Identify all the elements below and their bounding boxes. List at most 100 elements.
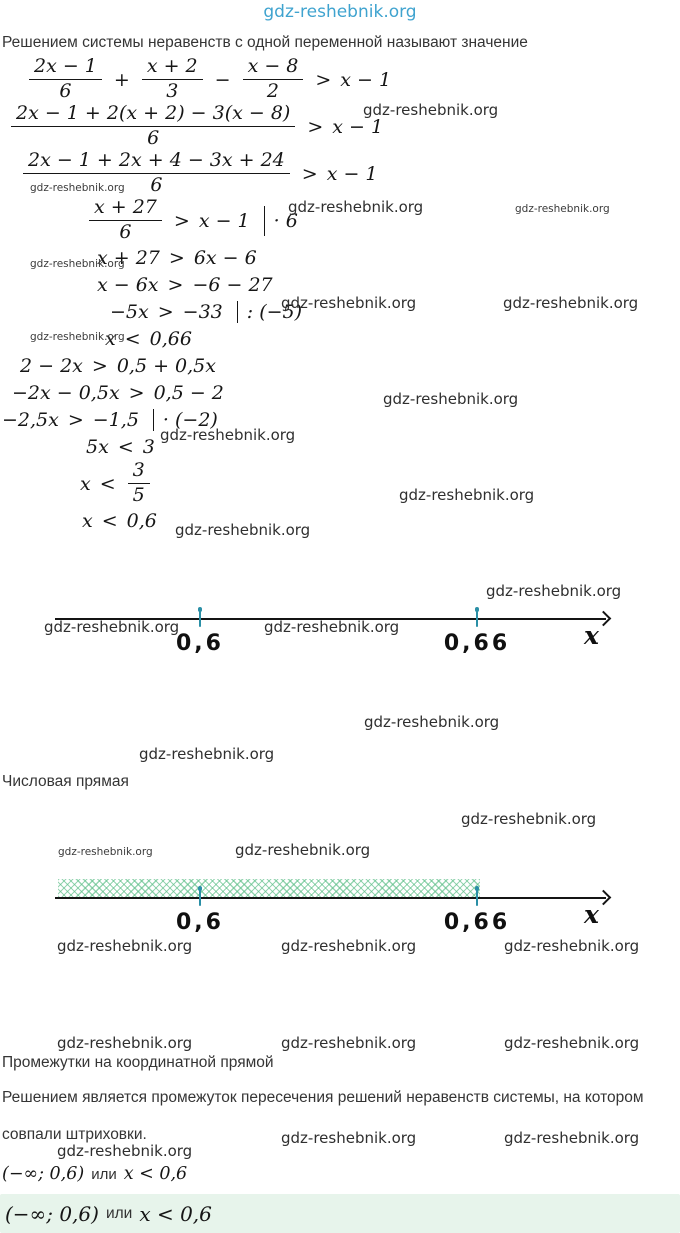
final-answer-interval: (−∞; 0,6) xyxy=(5,1201,99,1226)
math-line: −5x > −33: (−5) xyxy=(0,298,680,325)
final-answer-highlight: (−∞; 0,6) или x < 0,6 xyxy=(0,1194,680,1233)
watermark: gdz-reshebnik.org xyxy=(461,810,597,828)
watermark: gdz-reshebnik.org xyxy=(139,745,275,763)
math-term: x − 6x xyxy=(97,273,159,296)
watermark: gdz-reshebnik.org xyxy=(57,1034,193,1052)
watermark: gdz-reshebnik.org xyxy=(281,1129,417,1147)
point-marker xyxy=(474,886,480,891)
watermark: gdz-reshebnik.org xyxy=(504,1129,640,1147)
watermark: gdz-reshebnik.org xyxy=(30,258,125,270)
heading-number-line: Числовая прямая xyxy=(2,773,129,790)
math-line: x − 6x > −6 − 27 xyxy=(0,271,680,298)
math-term: x − 1 xyxy=(198,209,250,232)
watermark: gdz-reshebnik.org xyxy=(264,618,400,636)
math-term: −2x − 0,5x xyxy=(12,381,120,404)
math-operator: > xyxy=(67,408,84,431)
solution-paragraph: Решением является промежуток пересечения… xyxy=(2,1089,644,1143)
watermark: gdz-reshebnik.org xyxy=(504,1034,640,1052)
math-operator: + xyxy=(113,68,130,91)
math-line: 5x <3 xyxy=(0,433,680,460)
fraction: 2x − 1 + 2x + 4 − 3x + 24 6 xyxy=(23,149,290,197)
watermark: gdz-reshebnik.org xyxy=(57,1142,193,1160)
number-line-axis xyxy=(55,618,606,620)
watermark: gdz-reshebnik.org xyxy=(58,846,153,858)
number-line-axis xyxy=(55,897,606,899)
math-term: 0,5 − 2 xyxy=(153,381,224,404)
watermark: gdz-reshebnik.org xyxy=(503,294,639,312)
watermark: gdz-reshebnik.org xyxy=(235,841,371,859)
answer-text: (−∞; 0,6) или x < 0,6 xyxy=(2,1164,187,1184)
math-operator: < xyxy=(124,327,141,350)
watermark: gdz-reshebnik.org xyxy=(30,331,125,343)
watermark: gdz-reshebnik.org xyxy=(281,1034,417,1052)
point-marker xyxy=(474,607,480,612)
math-operator: < xyxy=(99,472,116,495)
math-term: · 6 xyxy=(273,209,298,232)
math-line: x + 27 >6x − 6 xyxy=(0,244,680,271)
point-label: 0,6 xyxy=(176,631,224,656)
math-operator: > xyxy=(167,273,184,296)
point-label: 0,66 xyxy=(443,631,511,656)
watermark: gdz-reshebnik.org xyxy=(363,101,499,119)
math-term: x xyxy=(80,472,91,495)
solution-hatch-region xyxy=(58,879,480,897)
watermark: gdz-reshebnik.org xyxy=(175,521,311,539)
final-answer-inequality: x < 0,6 xyxy=(139,1201,212,1226)
math-term: −1,5 xyxy=(92,408,139,431)
math-line: 2x − 1 + 2x + 4 − 3x + 24 6 > x − 1 xyxy=(0,149,680,197)
math-line: x <0,6 xyxy=(0,507,680,534)
site-watermark-top: gdz-reshebnik.org xyxy=(263,2,417,22)
math-operator: > xyxy=(128,381,145,404)
watermark: gdz-reshebnik.org xyxy=(515,203,610,215)
tick-mark xyxy=(475,610,479,627)
watermark: gdz-reshebnik.org xyxy=(160,426,296,444)
math-line: 2x − 1 6 + x + 2 3− x − 8 2 > x − 1 xyxy=(0,55,680,103)
final-answer-conjunction: или xyxy=(105,1204,133,1222)
point-marker xyxy=(197,886,203,891)
math-term: 2 − 2x xyxy=(20,354,83,377)
watermark: gdz-reshebnik.org xyxy=(281,294,417,312)
math-operator: − xyxy=(214,68,231,91)
watermark: gdz-reshebnik.org xyxy=(281,937,417,955)
number-line-1: x 0,6 0,66 xyxy=(0,600,680,676)
math-term: x − 1 xyxy=(340,68,392,91)
math-operator: < xyxy=(101,509,118,532)
math-term: 5x xyxy=(86,435,109,458)
math-line: x <0,66 xyxy=(0,325,680,352)
math-operator: > xyxy=(91,354,108,377)
math-term: −6 − 27 xyxy=(192,273,273,296)
watermark: gdz-reshebnik.org xyxy=(57,937,193,955)
math-line: −2x − 0,5x >0,5 − 2 xyxy=(0,379,680,406)
point-label: 0,66 xyxy=(443,910,511,935)
math-operator: > xyxy=(157,300,174,323)
math-line: −2,5x > −1,5 · (−2) xyxy=(0,406,680,433)
math-term: −33 xyxy=(182,300,223,323)
divide-both-sides-bar xyxy=(152,408,154,431)
number-line-2: x 0,6 0,66 xyxy=(0,862,680,952)
point-label: 0,6 xyxy=(176,910,224,935)
watermark: gdz-reshebnik.org xyxy=(486,582,622,600)
math-line: x <3 5 xyxy=(0,459,680,507)
math-term: 0,66 xyxy=(149,327,192,350)
math-operator: < xyxy=(117,435,134,458)
math-solution-block: 2x − 1 6 + x + 2 3− x − 8 2 > x − 1 2x − 1 + 2(x … xyxy=(0,55,680,534)
math-operator: > xyxy=(168,246,185,269)
math-term: x − 1 xyxy=(326,162,378,185)
math-term: 3 xyxy=(142,435,155,458)
tick-mark xyxy=(198,610,202,627)
math-operator: > xyxy=(315,68,332,91)
axis-label: x xyxy=(584,900,599,929)
point-marker xyxy=(197,607,203,612)
math-term: · (−2) xyxy=(162,408,218,431)
watermark: gdz-reshebnik.org xyxy=(364,713,500,731)
math-line: x + 27 6 > x − 1 · 6 xyxy=(0,196,680,244)
math-term: x + 27 xyxy=(97,246,160,269)
intro-text: Решением системы неравенств с одной пере… xyxy=(2,34,528,51)
math-operator: > xyxy=(301,162,318,185)
watermark: gdz-reshebnik.org xyxy=(399,486,535,504)
math-line: 2 − 2x >0,5 + 0,5x xyxy=(0,352,680,379)
heading-intervals: Промежутки на координатной прямой xyxy=(2,1054,274,1071)
